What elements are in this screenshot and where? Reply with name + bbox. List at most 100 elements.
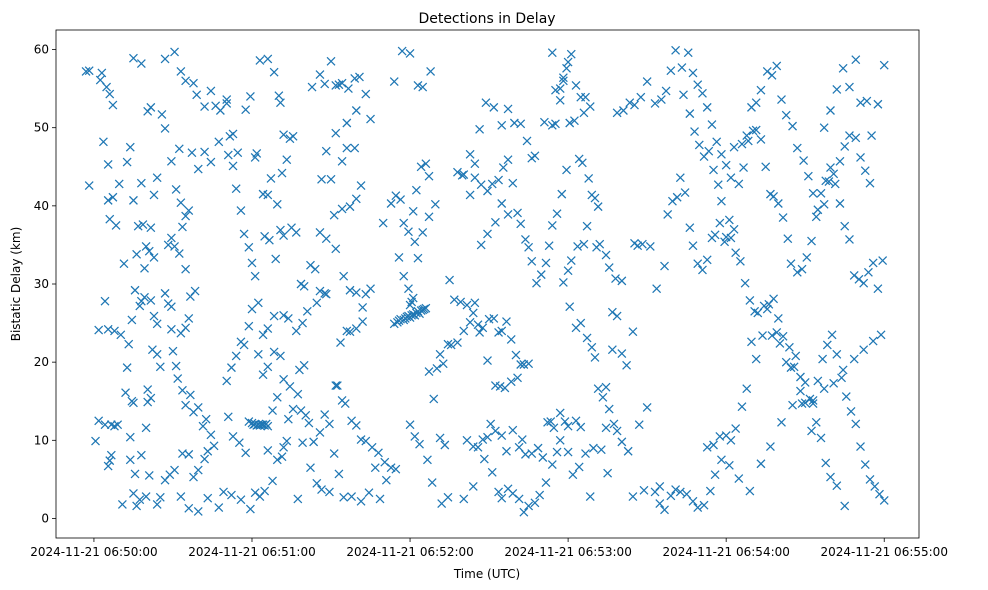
data-point-clutter	[351, 288, 361, 298]
data-point-clutter	[269, 311, 279, 321]
data-point-clutter	[356, 496, 366, 506]
data-point-clutter	[399, 271, 409, 281]
data-point-clutter	[149, 252, 159, 262]
data-point-clutter	[481, 98, 491, 108]
data-point-clutter	[288, 404, 298, 414]
data-point-clutter	[497, 326, 507, 336]
data-point-clutter	[174, 249, 184, 258]
data-point-clutter	[788, 121, 797, 131]
data-point-clutter	[200, 147, 210, 157]
data-point-clutter	[269, 67, 279, 77]
data-point-clutter	[138, 220, 148, 230]
data-point-clutter	[879, 496, 889, 505]
data-point-clutter	[747, 102, 756, 112]
y-tick-label: 0	[41, 511, 49, 525]
data-point-clutter	[758, 331, 767, 341]
data-point-clutter	[152, 173, 162, 183]
data-point-clutter	[560, 417, 570, 426]
data-point-clutter	[637, 239, 647, 249]
data-point-clutter	[233, 148, 243, 158]
data-point-clutter	[307, 82, 317, 92]
data-point-clutter	[129, 53, 138, 63]
data-point-clutter	[513, 373, 522, 383]
data-point-clutter	[143, 397, 153, 407]
data-point-clutter	[141, 492, 151, 502]
data-point-clutter	[206, 157, 216, 167]
data-point-clutter	[299, 360, 309, 370]
data-point-clutter	[378, 218, 388, 228]
data-point-clutter	[288, 131, 298, 141]
data-point-clutter	[660, 505, 669, 515]
data-point-clutter	[835, 199, 845, 208]
data-point-clutter	[276, 225, 285, 235]
data-point-clutter	[716, 149, 726, 159]
data-point-clutter	[247, 258, 257, 268]
data-point-clutter	[459, 494, 469, 504]
data-point-clutter	[282, 436, 292, 446]
data-point-clutter	[176, 198, 186, 208]
data-point-clutter	[411, 185, 421, 195]
data-point-clutter	[193, 465, 203, 475]
data-point-clutter	[533, 443, 543, 453]
data-point-clutter	[753, 308, 763, 318]
data-point-clutter	[266, 174, 276, 183]
data-point-clutter	[351, 194, 361, 204]
data-point-clutter	[607, 345, 617, 355]
data-point-clutter	[351, 106, 361, 115]
data-point-clutter	[846, 406, 856, 416]
data-point-clutter	[656, 95, 666, 104]
data-point-clutter	[726, 233, 736, 243]
data-point-clutter	[811, 417, 821, 427]
data-point-clutter	[277, 452, 287, 462]
data-point-clutter	[547, 48, 557, 58]
data-point-clutter	[609, 419, 619, 429]
data-point-clutter	[483, 356, 492, 366]
data-point-clutter	[457, 170, 467, 180]
data-point-clutter	[576, 318, 586, 328]
data-point-clutter	[563, 266, 573, 276]
data-point-clutter	[181, 400, 191, 410]
x-axis-ticks: 2024-11-21 06:50:00 2024-11-21 06:51:00 20…	[30, 538, 948, 559]
data-point-clutter	[170, 242, 179, 251]
x-tick-label: 2024-11-21 06:53:00	[504, 545, 631, 559]
data-point-clutter	[786, 259, 796, 269]
data-point-clutter	[547, 460, 557, 469]
data-point-clutter	[119, 259, 129, 269]
data-point-clutter	[160, 475, 170, 485]
data-point-clutter	[329, 210, 339, 220]
data-point-clutter	[693, 80, 703, 90]
data-point-clutter	[541, 258, 551, 268]
data-point-clutter	[184, 206, 194, 215]
data-point-clutter	[720, 237, 730, 247]
data-point-clutter	[315, 428, 325, 437]
data-point-clutter	[389, 77, 399, 87]
data-point-clutter	[276, 98, 285, 108]
data-point-clutter	[612, 426, 622, 436]
data-point-clutter	[121, 388, 130, 398]
data-point-clutter	[514, 442, 524, 452]
data-point-clutter	[502, 317, 511, 326]
data-point-clutter	[166, 156, 176, 166]
data-point-clutter	[443, 339, 453, 349]
x-tick-label: 2024-11-21 06:54:00	[662, 545, 789, 559]
data-point-clutter	[98, 137, 108, 147]
data-point-clutter	[761, 162, 771, 172]
data-point-clutter	[558, 277, 568, 287]
data-point-clutter	[215, 106, 225, 115]
y-tick-label: 50	[34, 121, 49, 135]
data-point-clutter	[206, 86, 216, 96]
data-point-clutter	[829, 169, 839, 179]
data-point-clutter	[487, 179, 497, 189]
data-point-clutter	[223, 412, 233, 422]
data-point-clutter	[576, 422, 586, 432]
data-point-clutter	[105, 456, 115, 466]
data-point-clutter	[94, 325, 104, 335]
data-point-clutter	[517, 435, 527, 444]
data-point-clutter	[258, 189, 268, 199]
data-point-clutter	[309, 437, 319, 447]
data-point-clutter	[800, 378, 810, 387]
data-point-clutter	[157, 109, 167, 119]
data-point-clutter	[661, 86, 671, 96]
data-point-clutter	[688, 496, 698, 506]
